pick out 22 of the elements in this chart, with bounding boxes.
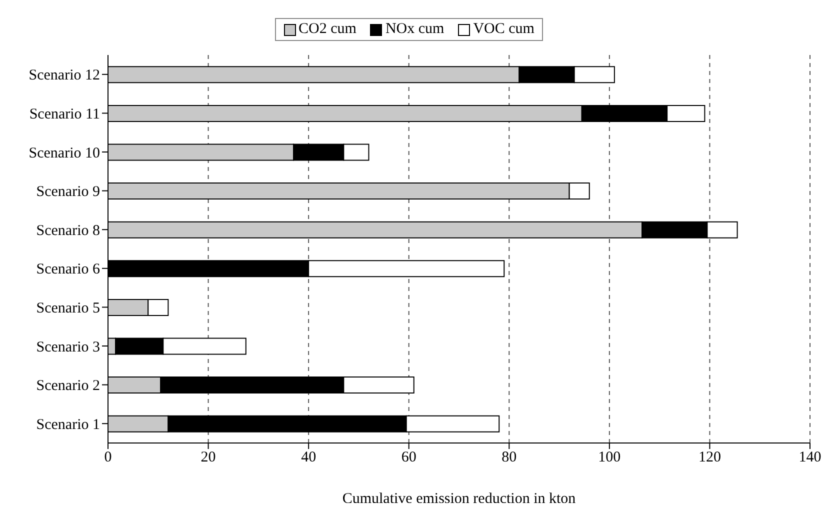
x-tick-label: 60 xyxy=(401,450,416,466)
y-tick-label: Scenario 12 xyxy=(28,68,100,84)
x-tick-label: 140 xyxy=(798,450,822,466)
x-tick-label: 80 xyxy=(502,450,517,466)
x-tick-label: 100 xyxy=(598,450,621,466)
y-tick-label: Scenario 6 xyxy=(36,262,100,278)
x-tick-label: 40 xyxy=(301,450,316,466)
x-axis-title: Cumulative emission reduction in kton xyxy=(342,491,576,507)
y-tick-label: Scenario 2 xyxy=(36,378,100,394)
legend-label: VOC cum xyxy=(472,21,534,38)
x-tick-label: 120 xyxy=(698,450,721,466)
y-tick-label: Scenario 5 xyxy=(36,300,100,317)
legend-label: CO2 cum xyxy=(298,21,356,38)
y-tick-label: Scenario 10 xyxy=(28,145,100,162)
x-tick-label: 0 xyxy=(104,450,112,466)
x-tick-label: 20 xyxy=(200,450,216,466)
y-tick-label: Scenario 9 xyxy=(36,184,100,200)
legend-label: NOx cum xyxy=(384,21,444,38)
y-tick-label: Scenario 8 xyxy=(36,222,100,239)
y-tick-label: Scenario 3 xyxy=(36,339,100,356)
y-tick-label: Scenario 1 xyxy=(36,416,100,433)
y-tick-label: Scenario 11 xyxy=(29,106,100,123)
